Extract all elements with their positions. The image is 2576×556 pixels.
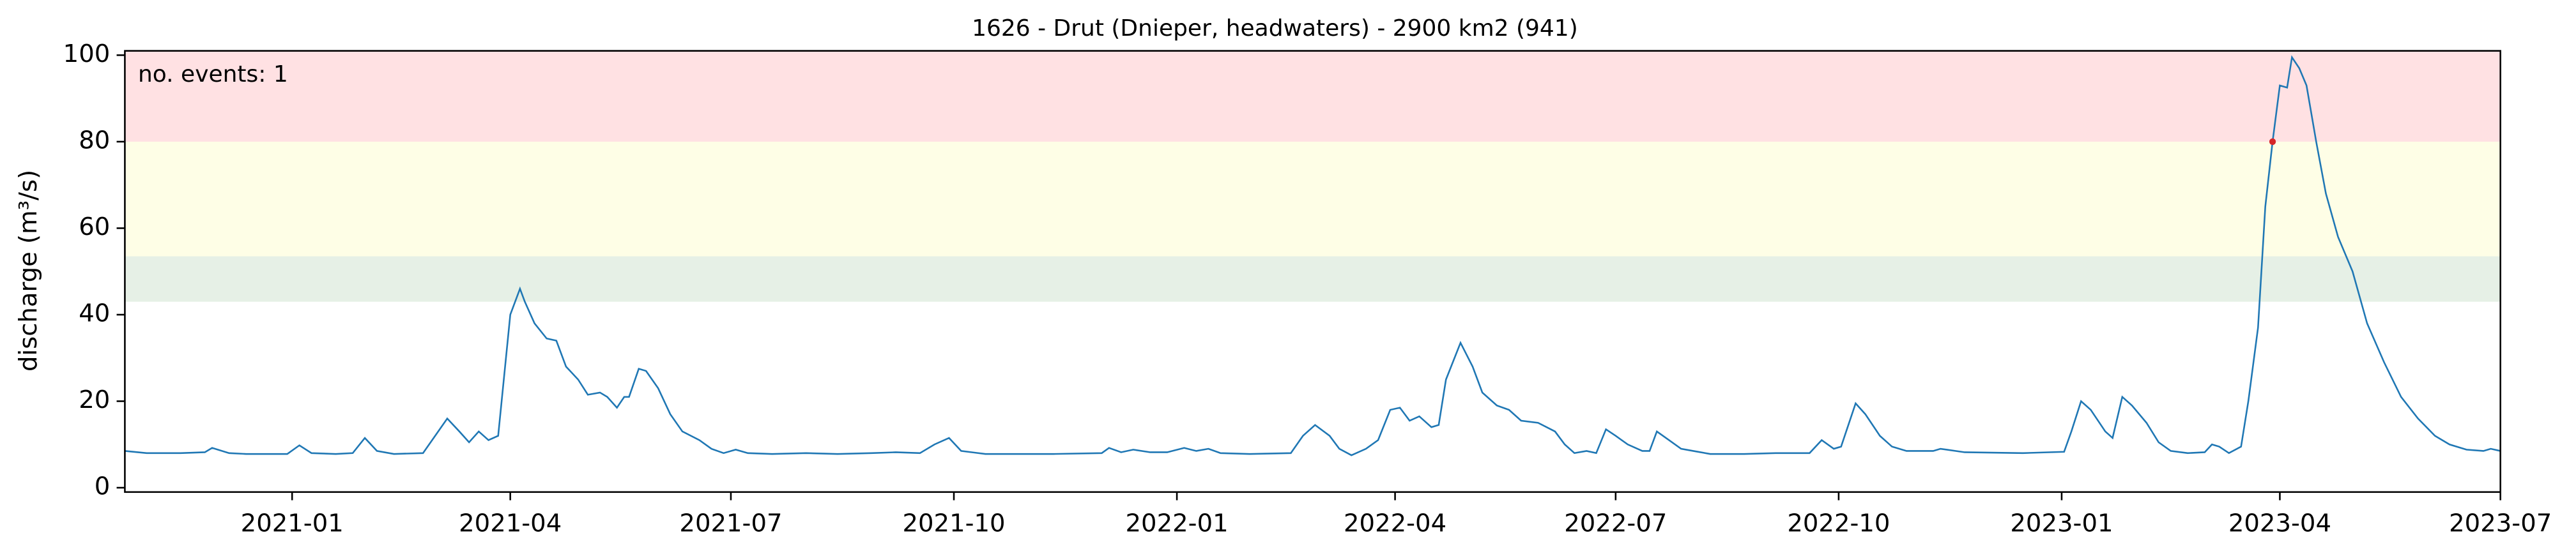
- x-tick-label: 2021-04: [459, 509, 562, 538]
- y-tick-label: 60: [79, 213, 110, 241]
- events-annotation: no. events: 1: [138, 61, 288, 87]
- y-tick-label: 80: [79, 126, 110, 154]
- x-tick-label: 2023-01: [2010, 509, 2113, 538]
- discharge-line: [125, 55, 2501, 456]
- chart-title: 1626 - Drut (Dnieper, headwaters) - 2900…: [972, 15, 1578, 41]
- threshold-band: [125, 141, 2501, 257]
- x-tick-label: 2021-01: [241, 509, 344, 538]
- threshold-band: [125, 50, 2501, 142]
- y-tick-label: 0: [95, 472, 111, 501]
- event-marker: [2269, 138, 2276, 146]
- y-axis-label: discharge (m³/s): [14, 170, 43, 372]
- x-tick-label: 2022-04: [1344, 509, 1446, 538]
- x-tick-label: 2021-10: [902, 509, 1005, 538]
- y-tick-label: 100: [63, 40, 111, 68]
- threshold-band: [125, 256, 2501, 302]
- x-tick-label: 2022-07: [1564, 509, 1667, 538]
- x-tick-label: 2022-10: [1787, 509, 1890, 538]
- plot-frame: [124, 50, 2502, 493]
- x-tick-label: 2023-07: [2449, 509, 2552, 538]
- x-tick-label: 2021-07: [679, 509, 782, 538]
- x-tick-label: 2023-04: [2228, 509, 2331, 538]
- y-tick-label: 20: [79, 386, 110, 414]
- x-tick-label: 2022-01: [1126, 509, 1229, 538]
- y-tick-label: 40: [79, 299, 110, 327]
